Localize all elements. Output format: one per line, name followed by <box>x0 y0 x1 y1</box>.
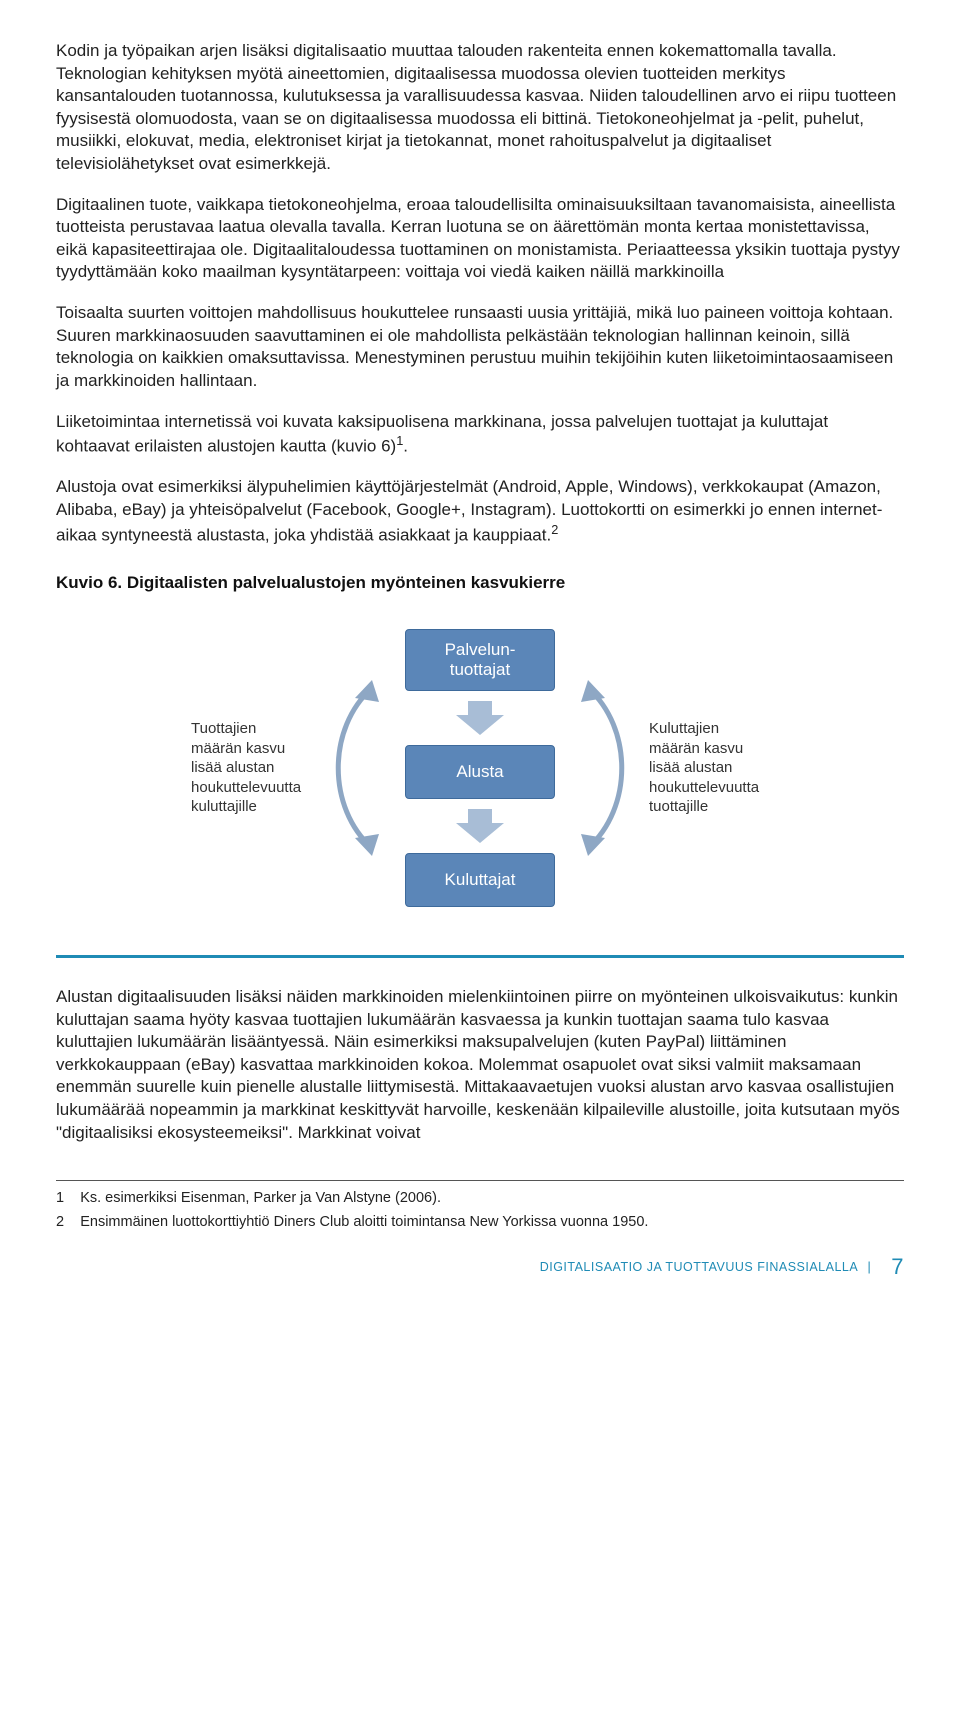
footnote-2-num: 2 <box>56 1214 64 1230</box>
paragraph-4-tail: . <box>403 437 408 456</box>
page-footer: DIGITALISAATIO JA TUOTTAVUUS FINASSIALAL… <box>56 1254 904 1280</box>
footnote-1-text: Ks. esimerkiksi Eisenman, Parker ja Van … <box>80 1190 441 1206</box>
footnote-1-num: 1 <box>56 1190 64 1206</box>
page-number: 7 <box>891 1254 904 1279</box>
paragraph-2: Digitaalinen tuote, vaikkapa tietokoneoh… <box>56 194 904 284</box>
paragraph-4: Liiketoimintaa internetissä voi kuvata k… <box>56 411 904 459</box>
node-producers: Palvelun- tuottajat <box>405 629 555 691</box>
paragraph-5-text: Alustoja ovat esimerkiksi älypuhelimien … <box>56 477 882 544</box>
node-consumers: Kuluttajat <box>405 853 555 907</box>
left-caption: Tuottajien määrän kasvu lisää alustan ho… <box>191 719 311 817</box>
paragraph-5: Alustoja ovat esimerkiksi älypuhelimien … <box>56 476 904 546</box>
footer-sep: | <box>868 1260 872 1274</box>
page: Kodin ja työpaikan arjen lisäksi digital… <box>0 0 960 1310</box>
arrow-down-icon <box>456 809 504 843</box>
figure-rule <box>56 955 904 958</box>
right-caption: Kuluttajien määrän kasvu lisää alustan h… <box>649 719 769 817</box>
footnote-2-text: Ensimmäinen luottokorttiyhtiö Diners Clu… <box>80 1214 648 1230</box>
footnote-2: 2 Ensimmäinen luottokorttiyhtiö Diners C… <box>56 1213 904 1233</box>
curve-arrow-right-icon <box>573 668 643 868</box>
paragraph-4-text: Liiketoimintaa internetissä voi kuvata k… <box>56 412 828 456</box>
paragraph-1: Kodin ja työpaikan arjen lisäksi digital… <box>56 40 904 176</box>
footnote-ref-2: 2 <box>551 522 558 537</box>
arrow-down-icon <box>456 701 504 735</box>
figure-label: Kuvio 6. <box>56 573 122 592</box>
figure-6-diagram: Tuottajien määrän kasvu lisää alustan ho… <box>56 611 904 958</box>
figure-title: Kuvio 6. Digitaalisten palvelualustojen … <box>56 573 904 593</box>
diagram-right: Kuluttajien määrän kasvu lisää alustan h… <box>573 668 769 868</box>
footnotes: 1 Ks. esimerkiksi Eisenman, Parker ja Va… <box>56 1180 904 1232</box>
diagram-left: Tuottajien määrän kasvu lisää alustan ho… <box>191 668 387 868</box>
diagram-row: Tuottajien määrän kasvu lisää alustan ho… <box>56 611 904 931</box>
footnote-1: 1 Ks. esimerkiksi Eisenman, Parker ja Va… <box>56 1189 904 1209</box>
diagram-center: Palvelun- tuottajat Alusta Kuluttajat <box>405 629 555 907</box>
node-platform: Alusta <box>405 745 555 799</box>
curve-arrow-left-icon <box>317 668 387 868</box>
paragraph-6: Alustan digitaalisuuden lisäksi näiden m… <box>56 986 904 1144</box>
footer-text: DIGITALISAATIO JA TUOTTAVUUS FINASSIALAL… <box>540 1260 858 1274</box>
figure-title-text: Digitaalisten palvelualustojen myönteine… <box>127 573 565 592</box>
paragraph-3: Toisaalta suurten voittojen mahdollisuus… <box>56 302 904 392</box>
